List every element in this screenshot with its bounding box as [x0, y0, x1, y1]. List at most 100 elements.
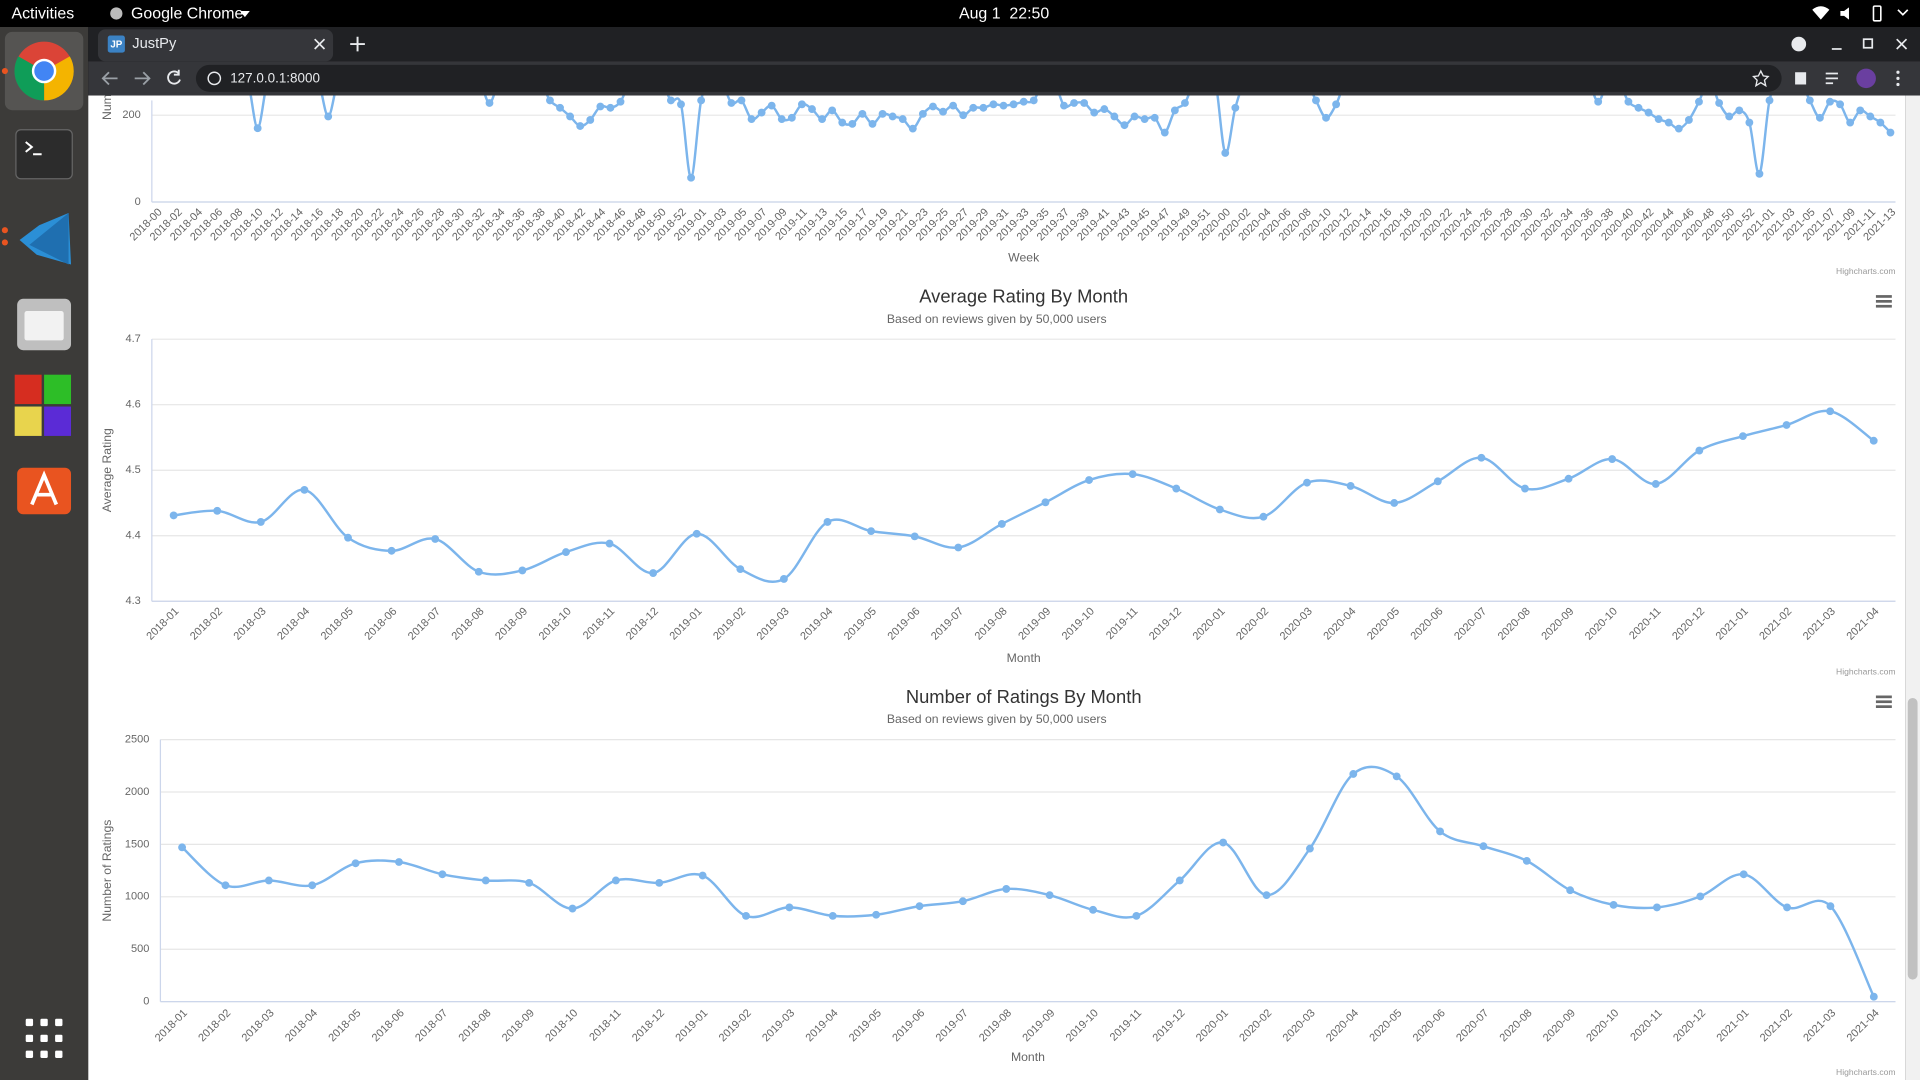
- credits[interactable]: Highcharts.com: [1836, 667, 1895, 677]
- menu-dot[interactable]: [1896, 82, 1900, 87]
- data-point[interactable]: [1826, 97, 1834, 106]
- data-point[interactable]: [1684, 116, 1693, 124]
- data-point[interactable]: [872, 910, 881, 919]
- data-point[interactable]: [692, 529, 701, 538]
- data-point[interactable]: [1869, 992, 1878, 1001]
- data-point[interactable]: [949, 101, 958, 110]
- data-point[interactable]: [1080, 99, 1089, 107]
- data-point[interactable]: [605, 539, 614, 548]
- data-point[interactable]: [1085, 476, 1093, 484]
- data-point[interactable]: [1150, 113, 1159, 122]
- clock[interactable]: Aug 1 22:50: [959, 5, 1049, 22]
- data-point[interactable]: [1172, 484, 1181, 493]
- data-point[interactable]: [264, 876, 273, 885]
- data-point[interactable]: [1826, 902, 1835, 911]
- omnibox[interactable]: [195, 64, 1782, 92]
- app-grid-dot[interactable]: [40, 1018, 48, 1027]
- data-point[interactable]: [677, 100, 685, 109]
- export-menu-bar[interactable]: [1875, 295, 1892, 298]
- data-point[interactable]: [1653, 903, 1661, 912]
- data-point[interactable]: [1715, 99, 1724, 107]
- data-point[interactable]: [525, 878, 534, 887]
- data-point[interactable]: [1815, 113, 1824, 122]
- data-point[interactable]: [566, 112, 575, 121]
- data-point[interactable]: [757, 108, 766, 117]
- app-grid-dot[interactable]: [55, 1018, 63, 1027]
- data-point[interactable]: [787, 113, 796, 122]
- data-point[interactable]: [954, 543, 963, 552]
- data-point[interactable]: [1479, 842, 1488, 851]
- data-point[interactable]: [1886, 128, 1895, 137]
- data-point[interactable]: [908, 124, 917, 133]
- menu-dot[interactable]: [1896, 76, 1900, 80]
- data-point[interactable]: [867, 527, 876, 536]
- data-point[interactable]: [1477, 453, 1486, 462]
- data-point[interactable]: [698, 871, 707, 880]
- tab[interactable]: [97, 29, 334, 62]
- data-point[interactable]: [1041, 498, 1050, 507]
- app-grid-dot[interactable]: [25, 1050, 34, 1058]
- data-point[interactable]: [848, 119, 857, 128]
- profile[interactable]: [1856, 68, 1876, 89]
- data-point[interactable]: [1231, 103, 1240, 112]
- data-point[interactable]: [1349, 770, 1358, 778]
- data-point[interactable]: [1070, 99, 1078, 107]
- data-point[interactable]: [1846, 118, 1855, 127]
- data-point[interactable]: [1783, 903, 1791, 912]
- forward-button[interactable]: [134, 71, 151, 86]
- data-point[interactable]: [767, 101, 776, 110]
- data-point[interactable]: [1695, 446, 1704, 455]
- data-point[interactable]: [747, 115, 756, 124]
- site-info[interactable]: [207, 71, 222, 86]
- data-point[interactable]: [1322, 113, 1330, 122]
- export-menu-bar[interactable]: [1875, 705, 1892, 708]
- data-point[interactable]: [1739, 870, 1748, 879]
- data-point[interactable]: [1100, 105, 1109, 114]
- data-point[interactable]: [1745, 118, 1754, 127]
- media-control[interactable]: [1825, 72, 1838, 85]
- data-point[interactable]: [1312, 96, 1320, 105]
- data-point[interactable]: [1390, 499, 1399, 507]
- app-grid-dot[interactable]: [55, 1050, 63, 1058]
- data-point[interactable]: [888, 112, 897, 121]
- data-point[interactable]: [1392, 772, 1401, 781]
- export-menu[interactable]: [1875, 295, 1892, 308]
- data-point[interactable]: [1305, 844, 1314, 853]
- maximize[interactable]: [1862, 38, 1874, 49]
- data-point[interactable]: [737, 96, 746, 105]
- data-point[interactable]: [256, 518, 265, 526]
- data-point[interactable]: [1826, 407, 1835, 416]
- data-point[interactable]: [1433, 477, 1442, 486]
- data-point[interactable]: [344, 533, 352, 542]
- show-apps[interactable]: [25, 1018, 63, 1058]
- data-point[interactable]: [910, 532, 919, 541]
- extensions[interactable]: [1795, 72, 1807, 85]
- data-point[interactable]: [1002, 885, 1011, 893]
- data-point[interactable]: [1566, 886, 1575, 895]
- data-point[interactable]: [1019, 97, 1028, 106]
- data-point[interactable]: [989, 100, 998, 109]
- reload-button[interactable]: [167, 69, 181, 85]
- data-point[interactable]: [868, 119, 877, 128]
- data-point[interactable]: [1609, 900, 1618, 909]
- data-point[interactable]: [1219, 838, 1228, 847]
- data-point[interactable]: [1805, 96, 1814, 105]
- data-point[interactable]: [1132, 911, 1141, 920]
- data-point[interactable]: [596, 102, 605, 111]
- data-point[interactable]: [1725, 112, 1734, 121]
- data-point[interactable]: [1674, 124, 1683, 133]
- data-point[interactable]: [878, 109, 887, 118]
- data-point[interactable]: [1090, 108, 1099, 117]
- data-point[interactable]: [1521, 484, 1529, 493]
- data-point[interactable]: [979, 103, 988, 112]
- data-point[interactable]: [1739, 432, 1747, 441]
- data-point[interactable]: [1695, 97, 1703, 106]
- data-point[interactable]: [1130, 112, 1139, 121]
- data-point[interactable]: [1128, 470, 1137, 479]
- data-point[interactable]: [1876, 118, 1885, 127]
- close-window[interactable]: [1896, 38, 1908, 50]
- data-point[interactable]: [1856, 106, 1865, 115]
- data-point[interactable]: [1045, 891, 1054, 900]
- data-point[interactable]: [1654, 115, 1663, 124]
- data-point[interactable]: [823, 518, 832, 526]
